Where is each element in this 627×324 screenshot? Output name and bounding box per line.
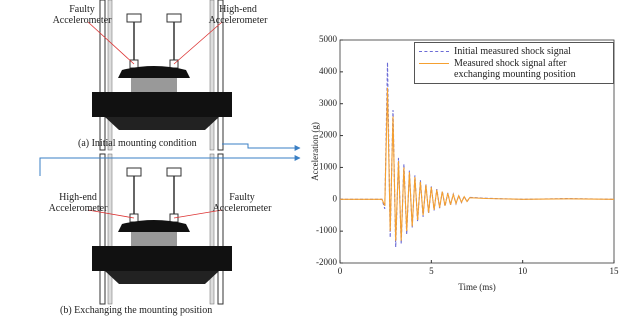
arrow bbox=[39, 155, 301, 176]
legend-item: Initial measured shock signal bbox=[415, 46, 613, 57]
legend-label: Measured shock signal after exchanging m… bbox=[454, 58, 576, 80]
y-tick-label: -1000 bbox=[316, 225, 337, 235]
x-tick-label: 15 bbox=[610, 266, 620, 276]
legend-label: Initial measured shock signal bbox=[454, 46, 571, 57]
y-tick-label: 0 bbox=[333, 193, 338, 203]
legend: Initial measured shock signal Measured sh… bbox=[414, 42, 614, 84]
pointer bbox=[87, 209, 135, 219]
x-tick-label: 5 bbox=[429, 266, 434, 276]
label: High-end Accelerometer bbox=[48, 192, 108, 214]
caption: (b) Exchanging the mounting position bbox=[60, 305, 213, 316]
y-tick-label: 4000 bbox=[319, 66, 338, 76]
label: High-end Accelerometer bbox=[208, 4, 268, 26]
pointer bbox=[173, 209, 223, 219]
x-axis-title: Time (ms) bbox=[458, 282, 495, 292]
legend-swatch bbox=[419, 58, 449, 69]
series-line bbox=[340, 87, 615, 241]
x-tick-label: 0 bbox=[338, 266, 343, 276]
legend-item: Measured shock signal after exchanging m… bbox=[415, 58, 613, 80]
y-tick-label: 1000 bbox=[319, 161, 338, 171]
fixture-b bbox=[91, 153, 233, 305]
legend-swatch bbox=[419, 46, 449, 57]
y-axis-title: Acceleration (g) bbox=[310, 122, 320, 181]
plot-frame bbox=[339, 39, 615, 264]
y-tick-label: -2000 bbox=[316, 257, 337, 267]
x-tick-label: 10 bbox=[518, 266, 528, 276]
caption: (a) Initial mounting condition bbox=[78, 138, 197, 149]
series-line bbox=[340, 62, 615, 248]
label: Faulty Accelerometer bbox=[212, 192, 272, 214]
y-tick-label: 3000 bbox=[319, 98, 338, 108]
arrow bbox=[222, 143, 301, 151]
chart: -2000 -1000 0 1000 2000 3000 4000 5000 0 5 10 15 Tim… bbox=[310, 34, 619, 292]
pointer bbox=[173, 21, 223, 65]
y-tick-label: 5000 bbox=[319, 34, 338, 44]
y-tick-label: 2000 bbox=[319, 130, 338, 140]
pointer bbox=[87, 21, 135, 65]
label: Faulty Accelerometer bbox=[52, 4, 112, 26]
